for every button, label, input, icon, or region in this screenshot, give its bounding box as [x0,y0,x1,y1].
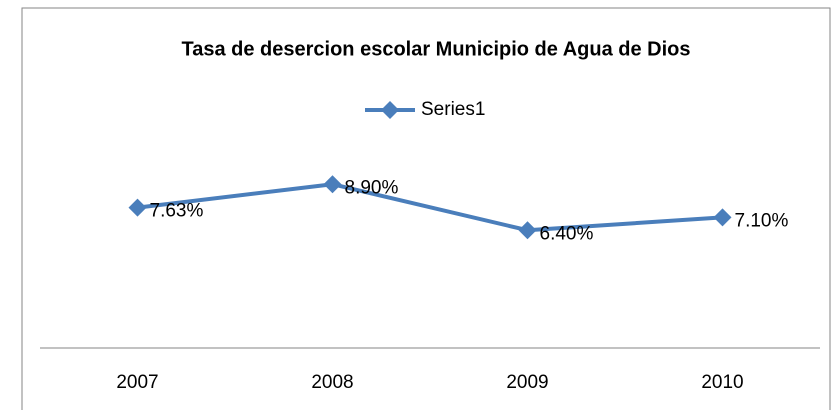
data-label: 8.90% [345,177,399,198]
marker [713,208,732,227]
chart-title: Tasa de desercion escolar Municipio de A… [181,38,690,60]
data-label: 6.40% [540,223,594,244]
data-label: 7.10% [735,210,789,231]
x-tick-label: 2010 [701,372,743,393]
data-label: 7.63% [150,201,204,222]
marker [128,198,147,217]
marker [323,175,342,194]
chart-border [21,7,831,410]
x-tick-label: 2007 [116,372,158,393]
legend-label: Series1 [421,99,485,120]
marker [518,221,537,240]
legend-marker [381,101,399,119]
x-tick-label: 2009 [506,372,548,393]
x-tick-label: 2008 [311,372,353,393]
line [137,182,723,233]
